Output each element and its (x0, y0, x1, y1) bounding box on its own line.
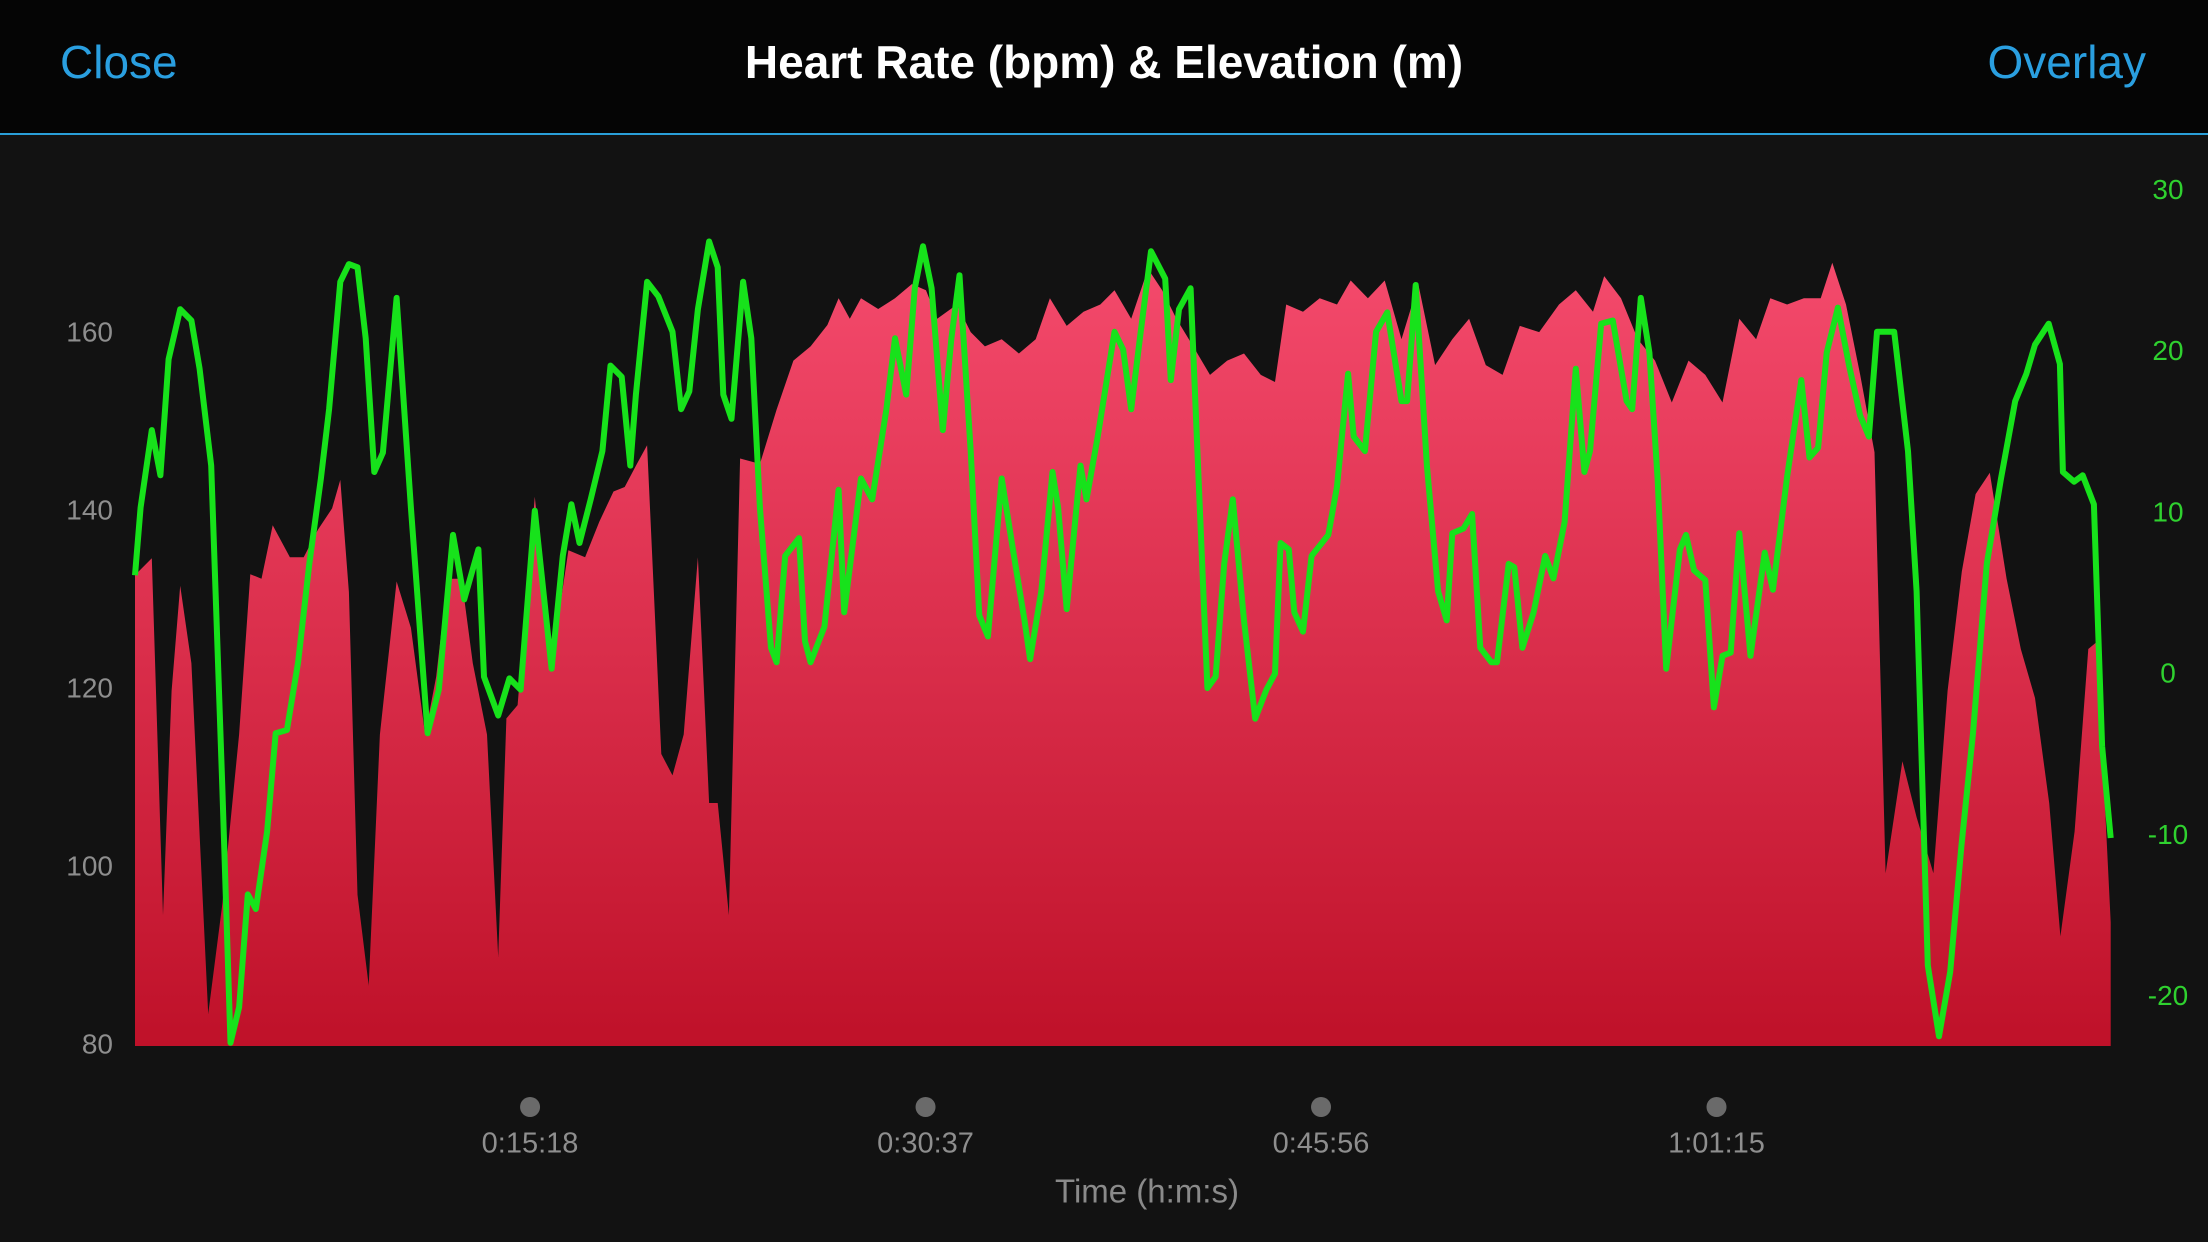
y-tick-label: 140 (66, 494, 113, 525)
chart-title: Heart Rate (bpm) & Elevation (m) (745, 36, 1463, 88)
x-axis-label: Time (h:m:s) (1055, 1173, 1239, 1210)
x-tick-mark (915, 1097, 936, 1117)
y2-tick-label: 30 (2152, 174, 2183, 205)
y-tick-label: 100 (66, 850, 113, 881)
y2-tick-label: 20 (2152, 335, 2183, 366)
y2-tick-label: 10 (2152, 496, 2183, 527)
y2-tick-label: 0 (2160, 658, 2176, 689)
plot: 80 100 120 140 160 -20 -10 0 10 20 30 0:15:18 0:30:3… (66, 174, 2188, 1160)
elevation-line (132, 238, 2114, 1046)
heart-rate-area (135, 262, 2111, 1046)
overlay-button[interactable]: Overlay (1988, 36, 2146, 88)
header-bar (0, 0, 2208, 134)
y2-tick-label: -20 (2148, 980, 2188, 1011)
x-tick-label: 1:01:15 (1668, 1128, 1765, 1160)
y-tick-label: 160 (66, 316, 113, 347)
close-button[interactable]: Close (60, 36, 178, 88)
y-tick-label: 120 (66, 672, 113, 703)
x-tick-label: 0:15:18 (482, 1128, 579, 1160)
x-tick-mark (1311, 1097, 1332, 1117)
x-tick-label: 0:45:56 (1273, 1128, 1370, 1160)
y-tick-label: 80 (82, 1028, 113, 1059)
x-tick-mark (1706, 1097, 1727, 1117)
y2-tick-label: -10 (2148, 819, 2188, 850)
x-tick-label: 0:30:37 (877, 1128, 974, 1160)
x-tick-mark (520, 1097, 541, 1117)
